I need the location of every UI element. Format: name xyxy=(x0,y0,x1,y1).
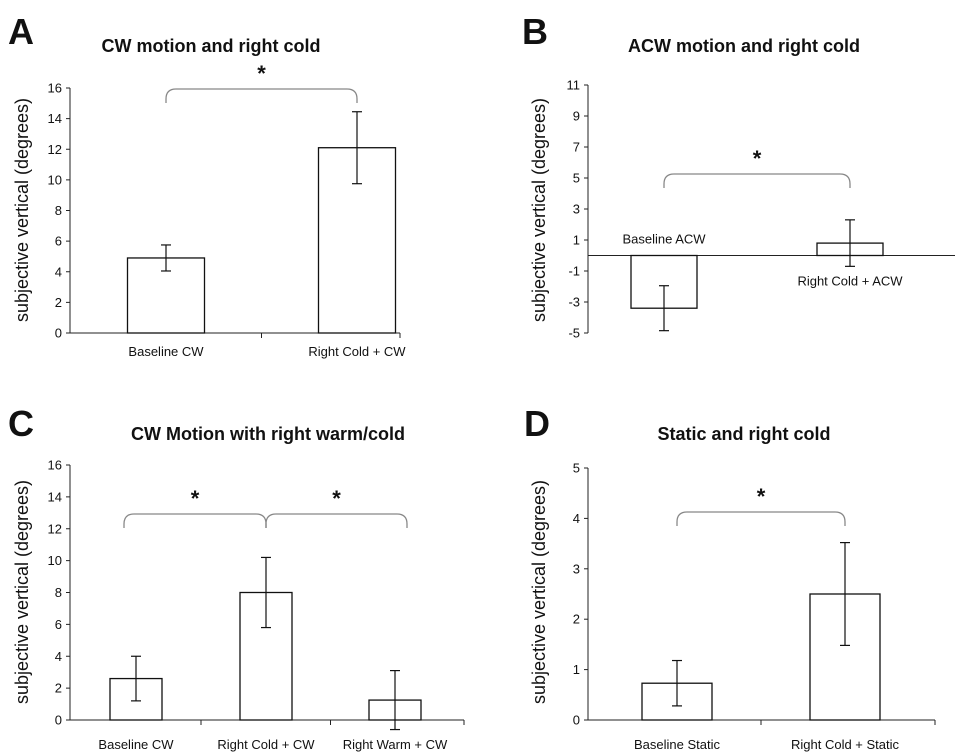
significance-bracket xyxy=(165,88,358,103)
category-label: Baseline Static xyxy=(634,737,720,752)
category-label: Baseline CW xyxy=(128,344,204,359)
category-label: Right Cold + CW xyxy=(308,344,406,359)
category-label: Right Cold + Static xyxy=(791,737,900,752)
panel-b-letter: B xyxy=(522,11,548,52)
significance-bracket xyxy=(663,173,851,188)
category-label: Baseline CW xyxy=(98,737,174,752)
category-label: Baseline ACW xyxy=(622,232,706,247)
y-tick-label: 16 xyxy=(48,458,62,473)
panel-c: C CW Motion with right warm/cold subject… xyxy=(8,403,465,752)
significance-star: * xyxy=(191,486,200,511)
y-tick-label: 4 xyxy=(55,264,62,279)
panel-a: A CW motion and right cold subjective ve… xyxy=(8,11,406,359)
panel-a-letter: A xyxy=(8,11,34,52)
panel-c-title: CW Motion with right warm/cold xyxy=(131,424,405,444)
y-tick-label: 1 xyxy=(573,662,580,677)
y-tick-label: 4 xyxy=(573,511,580,526)
y-tick-label: 12 xyxy=(48,521,62,536)
y-tick-label: 4 xyxy=(55,649,62,664)
y-tick-label: 16 xyxy=(48,81,62,96)
panel-d-title: Static and right cold xyxy=(657,424,830,444)
y-tick-label: 14 xyxy=(48,111,62,126)
significance-star: * xyxy=(257,61,266,86)
bar xyxy=(126,257,206,334)
panel-b: B ACW motion and right cold subjective v… xyxy=(522,11,955,341)
panel-b-title: ACW motion and right cold xyxy=(628,36,860,56)
panel-c-y-axis-label: subjective vertical (degrees) xyxy=(12,480,32,704)
y-tick-label: -1 xyxy=(568,264,580,279)
panel-d-y-axis-label: subjective vertical (degrees) xyxy=(529,480,549,704)
y-tick-label: 0 xyxy=(55,326,62,341)
significance-star: * xyxy=(332,486,341,511)
y-tick-label: 1 xyxy=(573,233,580,248)
y-tick-label: 10 xyxy=(48,172,62,187)
category-label: Right Cold + ACW xyxy=(797,274,903,289)
y-tick-label: 5 xyxy=(573,461,580,476)
y-tick-label: 8 xyxy=(55,203,62,218)
y-tick-label: 8 xyxy=(55,585,62,600)
y-tick-label: 9 xyxy=(573,109,580,124)
y-tick-label: 0 xyxy=(55,713,62,728)
panel-d: D Static and right cold subjective verti… xyxy=(524,403,936,752)
panel-a-title: CW motion and right cold xyxy=(102,36,321,56)
significance-bracket xyxy=(676,511,846,526)
y-tick-label: -5 xyxy=(568,326,580,341)
y-tick-label: 2 xyxy=(573,612,580,627)
y-tick-label: 11 xyxy=(567,78,581,93)
significance-star: * xyxy=(753,146,762,171)
panel-b-y-axis-label: subjective vertical (degrees) xyxy=(529,98,549,322)
y-tick-label: 2 xyxy=(55,295,62,310)
panel-d-letter: D xyxy=(524,403,550,444)
y-tick-label: 0 xyxy=(573,713,580,728)
significance-bracket xyxy=(123,513,267,528)
y-tick-label: 6 xyxy=(55,617,62,632)
y-tick-label: -3 xyxy=(568,295,580,310)
y-tick-label: 10 xyxy=(48,553,62,568)
significance-star: * xyxy=(757,484,766,509)
significance-bracket xyxy=(265,513,408,528)
y-tick-label: 3 xyxy=(573,561,580,576)
y-tick-label: 6 xyxy=(55,234,62,249)
y-tick-label: 3 xyxy=(573,202,580,217)
y-tick-label: 14 xyxy=(48,489,62,504)
panel-c-letter: C xyxy=(8,403,34,444)
panel-a-y-axis-label: subjective vertical (degrees) xyxy=(12,98,32,322)
y-tick-label: 2 xyxy=(55,681,62,696)
category-label: Right Warm + CW xyxy=(343,737,448,752)
category-label: Right Cold + CW xyxy=(217,737,315,752)
y-tick-label: 12 xyxy=(48,142,62,157)
y-tick-label: 7 xyxy=(573,140,580,155)
y-tick-label: 5 xyxy=(573,171,580,186)
